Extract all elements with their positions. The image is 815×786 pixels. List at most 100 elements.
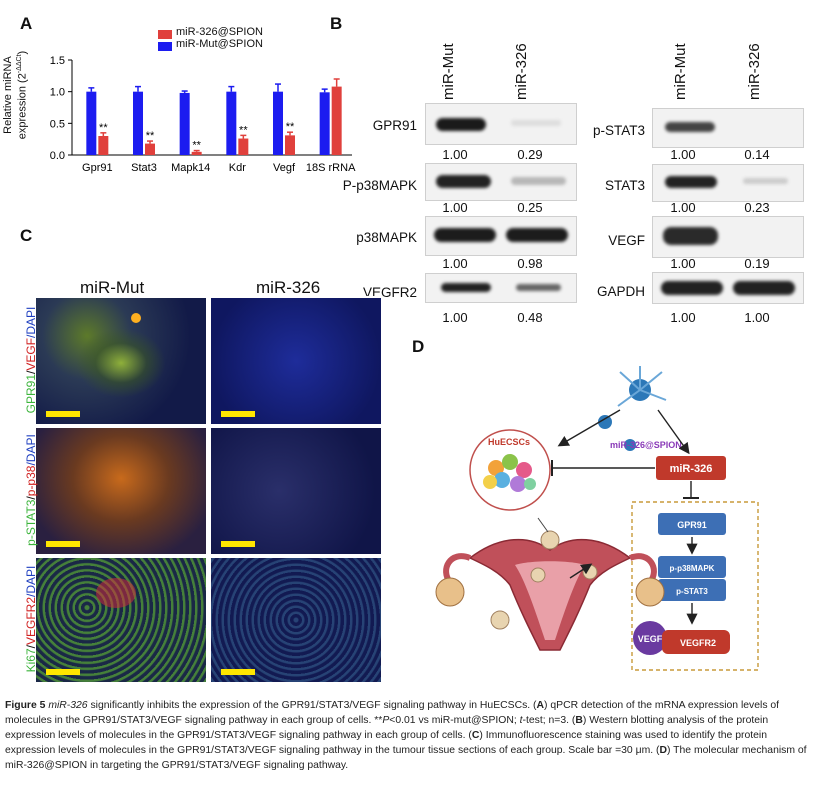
p-stat3-box bbox=[658, 579, 726, 601]
blot-val-p-stat3-mut: 1.00 bbox=[670, 147, 696, 162]
significance-label: ** bbox=[146, 130, 155, 142]
blot-val-p-p38mapk-mut: 1.00 bbox=[442, 200, 468, 215]
mir326-box bbox=[656, 456, 726, 480]
blot-val-vegfr2-326: 0.48 bbox=[517, 310, 543, 325]
if-image-r3-326 bbox=[209, 556, 383, 684]
y-axis-label: Relative miRNA expression (2-ΔΔCt) bbox=[2, 35, 29, 155]
if-col-mirmut: miR-Mut bbox=[80, 278, 145, 297]
y-tick-label: 0.0 bbox=[50, 150, 65, 162]
blot-val-stat3-326: 0.23 bbox=[744, 200, 770, 215]
huecsc-label: HuECSCs bbox=[488, 437, 530, 447]
blot-strip-vegf bbox=[652, 216, 804, 258]
blot-val-p-stat3-326: 0.14 bbox=[744, 147, 770, 162]
bar-mirmut bbox=[133, 91, 143, 155]
mechanism-diagram: miR-326@SPION HuECSCs miR-326 GPR91 p-p3… bbox=[435, 366, 759, 671]
y-tick-label: 1.0 bbox=[50, 87, 65, 99]
x-tick-label: Mapk14 bbox=[171, 162, 210, 174]
caption-text-4: -test; n=3. ( bbox=[522, 715, 576, 726]
if-row-label-3: Ki67/VEGFR2/DAPI bbox=[24, 554, 44, 684]
bar-mir326 bbox=[331, 86, 342, 155]
if-col-mir326: miR-326 bbox=[256, 278, 321, 297]
scale-bar bbox=[221, 541, 255, 547]
bar-mir326 bbox=[238, 138, 249, 155]
if-row-label-2: p-STAT3/p-p38/DAPI bbox=[24, 425, 44, 555]
qpcr-bar-chart: 0.0 0.5 1.0 1.5 ** Gpr91 ** Stat3 ** Mapk14 ** Kdr *… bbox=[50, 55, 356, 174]
caption-text-2: ) qPCR detection of the mRNA expression … bbox=[5, 700, 780, 726]
gpr91-label: GPR91 bbox=[677, 520, 707, 530]
blot-strip-gpr91 bbox=[425, 103, 577, 145]
panel-label-b: B bbox=[330, 14, 343, 33]
blot-val-stat3-mut: 1.00 bbox=[670, 200, 696, 215]
blot-val-p-p38mapk-326: 0.25 bbox=[517, 200, 543, 215]
caption-text-7: ) The molecular mechanism of miR-326@SPI… bbox=[5, 745, 807, 771]
blot-left-col-mir326: miR-326 bbox=[513, 43, 530, 100]
panel-label-a: A bbox=[20, 14, 33, 33]
p-stat3-label: p-STAT3 bbox=[676, 587, 708, 596]
if-image-r2-mut bbox=[34, 426, 208, 556]
blot-label-vegf: VEGF bbox=[608, 233, 645, 248]
if-row1-blue: /DAPI bbox=[24, 306, 38, 338]
x-tick-label: 18S rRNA bbox=[306, 162, 356, 174]
if-row1-red: VEGF bbox=[24, 337, 38, 371]
blot-val-gpr91-326: 0.29 bbox=[517, 147, 543, 162]
panel-label-d: D bbox=[412, 337, 425, 356]
blot-val-vegf-326: 0.19 bbox=[744, 256, 770, 271]
panel-label-c: C bbox=[20, 226, 33, 245]
blot-label-p38mapk: p38MAPK bbox=[356, 230, 417, 245]
nanoparticle-icon bbox=[598, 366, 667, 451]
if-image-r3-mut bbox=[34, 556, 208, 684]
if-row3-blue: /DAPI bbox=[24, 565, 38, 597]
if-row2-green: p-STAT3 bbox=[24, 499, 38, 546]
blot-strip-p-p38mapk bbox=[425, 163, 577, 201]
caption-text-1: significantly inhibits the expression of… bbox=[87, 700, 537, 711]
bar-mirmut bbox=[273, 91, 283, 155]
caption-label-d: D bbox=[659, 745, 667, 756]
blot-val-vegf-mut: 1.00 bbox=[670, 256, 696, 271]
legend-label-mirmut: miR-Mut@SPION bbox=[176, 38, 263, 50]
blot-left-col-mirmut: miR-Mut bbox=[440, 43, 457, 100]
caption-mir: miR-326 bbox=[48, 700, 88, 711]
blot-label-p-stat3: p-STAT3 bbox=[592, 123, 645, 138]
if-image-grid bbox=[34, 296, 383, 684]
caption-label-b: B bbox=[575, 715, 583, 726]
blot-val-gpr91-mut: 1.00 bbox=[442, 147, 468, 162]
bar-mir326 bbox=[191, 151, 202, 155]
if-row3-green: Ki67 bbox=[24, 648, 38, 673]
if-row3-red: VEGFR2 bbox=[24, 596, 38, 645]
caption-text-5: ) Western blotting analysis of the prote… bbox=[5, 715, 769, 741]
blot-right-col-mir326: miR-326 bbox=[746, 43, 763, 100]
if-row1-slash: / bbox=[24, 370, 38, 374]
if-row3-slash: / bbox=[24, 645, 38, 649]
significance-label: ** bbox=[192, 140, 201, 152]
if-image-r2-326 bbox=[209, 426, 383, 556]
blot-label-stat3: STAT3 bbox=[604, 178, 645, 193]
blot-strip-p-stat3 bbox=[652, 108, 804, 148]
blot-val-gapdh-mut: 1.00 bbox=[670, 310, 696, 325]
legend-swatch-mir326 bbox=[158, 30, 172, 39]
caption-t: t bbox=[519, 715, 523, 726]
bar-mirmut bbox=[226, 91, 237, 155]
vegfr2-label: VEGFR2 bbox=[680, 638, 716, 648]
figure-caption: Figure 5 miR-326 significantly inhibits … bbox=[5, 698, 810, 773]
pathway-box bbox=[631, 501, 759, 671]
mir326-label: miR-326 bbox=[670, 463, 713, 475]
y-axis-label-line2: expression (2-ΔΔCt) bbox=[14, 35, 29, 155]
legend-label-mir326: miR-326@SPION bbox=[176, 26, 263, 38]
x-tick-label: Stat3 bbox=[131, 162, 157, 174]
bar-mirmut bbox=[179, 92, 190, 155]
x-tick-label: Kdr bbox=[229, 162, 246, 174]
blot-strip-vegfr2 bbox=[425, 273, 577, 303]
scale-bar bbox=[46, 541, 80, 547]
caption-label-a: A bbox=[536, 700, 545, 711]
cell-cluster-icon bbox=[483, 454, 536, 492]
significance-label: ** bbox=[99, 122, 108, 134]
blot-val-vegfr2-mut: 1.00 bbox=[442, 310, 468, 325]
vegf-circle bbox=[633, 621, 667, 655]
scale-bar bbox=[46, 411, 80, 417]
blot-strip-p38mapk bbox=[425, 216, 577, 256]
if-row2-blue: /DAPI bbox=[24, 434, 38, 466]
y-axis-label-base: expression (2 bbox=[16, 73, 29, 140]
if-image-r1-mut bbox=[34, 296, 208, 426]
blot-strip-gapdh bbox=[652, 272, 804, 304]
blot-strip-stat3 bbox=[652, 164, 804, 202]
